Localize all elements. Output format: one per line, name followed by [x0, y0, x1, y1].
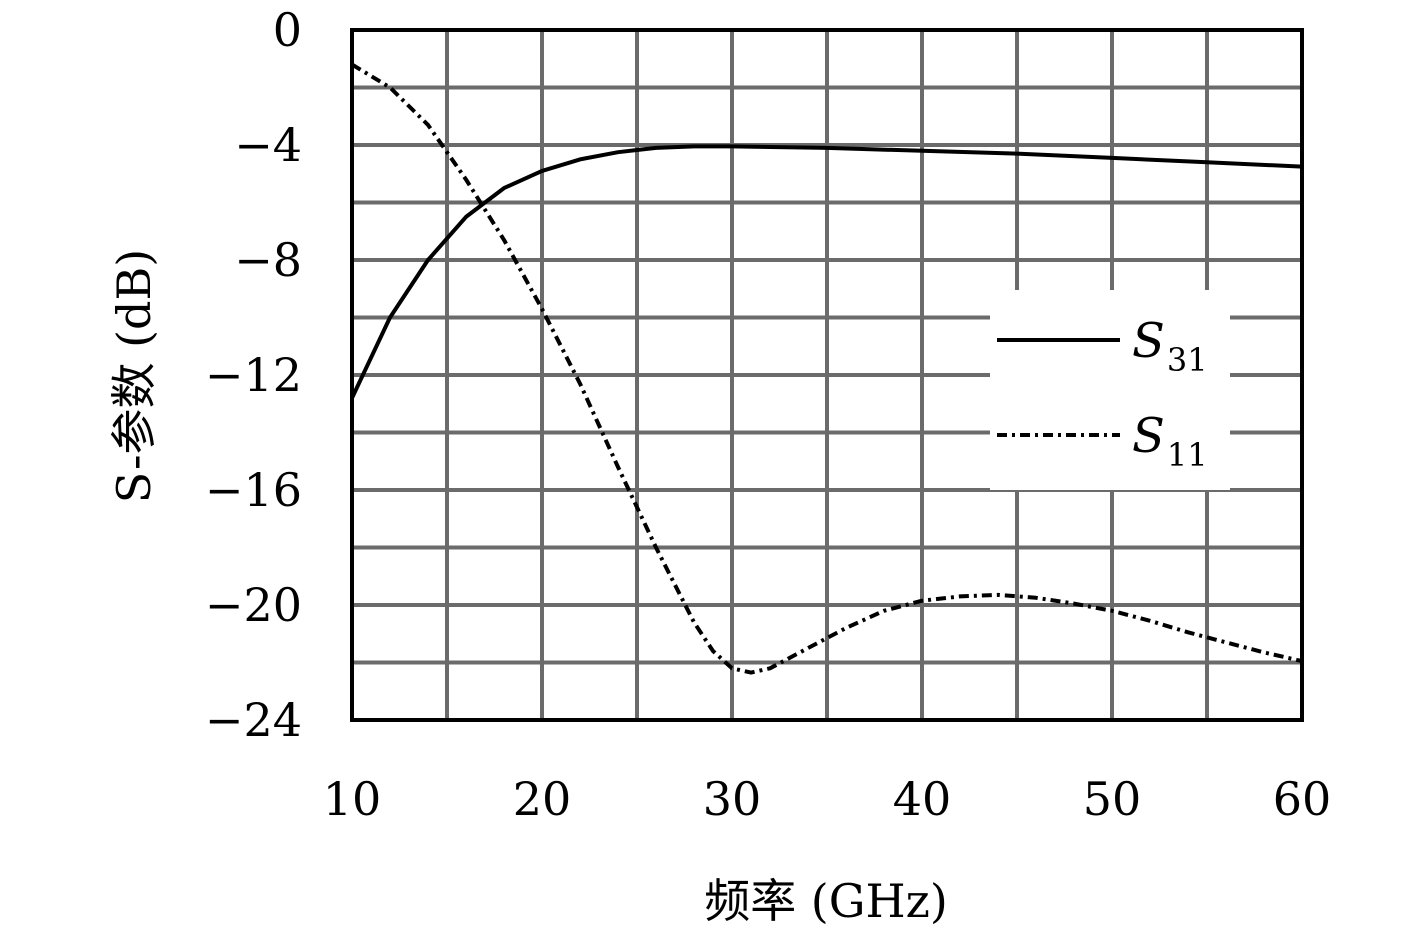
y-tick-label: −12 [205, 348, 302, 402]
y-tick-label: −4 [234, 118, 302, 172]
series-lines [350, 62, 1303, 675]
y-tick-label: −20 [205, 578, 302, 632]
legend-label-s11: S11 [1132, 408, 1208, 474]
series-line-s11 [350, 62, 1303, 675]
y-axis-title: S-参数 (dB) [107, 249, 161, 504]
tick-labels: 10 20 30 40 50 60 0 −4 −8 −12 −16 −20 −24 [205, 3, 1331, 826]
y-tick-label: 0 [273, 3, 302, 57]
x-axis-title: 频率 (GHz) [704, 874, 948, 928]
legend-label-s31: S31 [1132, 313, 1208, 379]
y-tick-label: −24 [205, 693, 302, 747]
plot-frame-border [350, 28, 1304, 722]
y-tick-label: −16 [205, 463, 302, 517]
legend-box [990, 290, 1230, 490]
x-tick-label: 40 [893, 772, 952, 826]
x-tick-label: 20 [513, 772, 572, 826]
x-tick-label: 10 [323, 772, 382, 826]
x-tick-label: 30 [703, 772, 762, 826]
x-tick-label: 60 [1273, 772, 1332, 826]
x-tick-label: 50 [1083, 772, 1142, 826]
series-line-s31 [350, 144, 1303, 399]
plot-frame [350, 28, 1304, 722]
grid [352, 30, 1302, 720]
y-tick-label: −8 [234, 233, 302, 287]
